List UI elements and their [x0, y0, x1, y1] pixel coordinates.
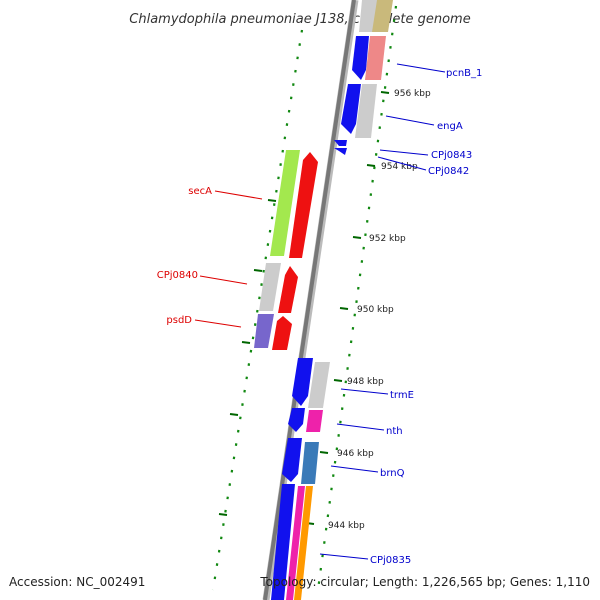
label-CPj0843[interactable]: CPj0843	[431, 150, 472, 161]
label-secA[interactable]: secA	[188, 186, 212, 197]
leader-psdD	[194, 319, 242, 328]
gene-CPj0835-magenta[interactable]	[286, 486, 305, 600]
leader-CPj0835	[319, 553, 369, 560]
kbp-tick-left-2	[253, 269, 263, 272]
gene-brnQ[interactable]	[282, 438, 302, 482]
leader-CPj0843	[379, 149, 429, 156]
leader-engA	[385, 115, 435, 126]
kbp-tick-948	[333, 379, 343, 382]
kbp-label-956: 956 kbp	[394, 89, 431, 99]
gene-nth[interactable]	[288, 408, 305, 432]
leader-CPj0840	[199, 275, 248, 285]
kbp-tick-left-1	[267, 199, 277, 202]
gene-CPj0835-orange[interactable]	[294, 486, 313, 600]
forward-genes-lower	[271, 358, 313, 600]
leader-CPj0842	[377, 156, 427, 171]
leader-nth	[336, 423, 385, 431]
kbp-tick-956	[380, 91, 390, 94]
gene-engA[interactable]	[341, 84, 361, 134]
gene-engA-companion[interactable]	[355, 84, 377, 138]
gene-CPj0840[interactable]	[278, 266, 298, 313]
gene-secA-track[interactable]	[270, 150, 300, 256]
label-nth[interactable]: nth	[386, 426, 403, 437]
upper-side-tracks	[355, 0, 393, 138]
leader-brnQ	[330, 465, 379, 473]
gene-brnQ-companion[interactable]	[301, 442, 319, 484]
gene-trmE-companion[interactable]	[308, 362, 330, 408]
lower-side-tracks	[286, 362, 330, 600]
gene-labels: pcnB_1 engA CPj0843 CPj0842 secA CPj0840…	[157, 68, 483, 566]
kbp-label-952: 952 kbp	[369, 234, 406, 244]
gene-psdD[interactable]	[272, 316, 292, 350]
kbp-labels: 956 kbp 954 kbp 952 kbp 950 kbp 948 kbp …	[328, 89, 431, 531]
leader-trmE	[340, 388, 389, 395]
gene-psdD-track[interactable]	[254, 314, 274, 348]
label-engA[interactable]: engA	[437, 121, 463, 132]
kbp-tick-950	[339, 307, 349, 310]
gene-CPj0835[interactable]	[271, 484, 295, 600]
kbp-label-954: 954 kbp	[381, 162, 418, 172]
label-CPj0842[interactable]: CPj0842	[428, 166, 469, 177]
gene-CPj0843[interactable]	[334, 140, 347, 146]
leader-secA	[214, 190, 263, 200]
leader-pcnB_1	[396, 63, 446, 73]
gene-trmE[interactable]	[292, 358, 313, 406]
label-psdD[interactable]: psdD	[166, 315, 192, 326]
gene-CPj0840-track[interactable]	[259, 263, 281, 311]
gene-CPj0842[interactable]	[334, 148, 347, 155]
kbp-label-950: 950 kbp	[357, 305, 394, 315]
kbp-tick-left-5	[218, 513, 228, 516]
kbp-tick-952	[352, 236, 362, 239]
topology-text: Topology: circular; Length: 1,226,565 bp…	[259, 575, 590, 589]
gene-pcnB_1[interactable]	[352, 36, 369, 80]
label-CPj0840[interactable]: CPj0840	[157, 270, 198, 281]
kbp-label-944: 944 kbp	[328, 521, 365, 531]
label-trmE[interactable]: trmE	[390, 390, 414, 401]
kbp-label-946: 946 kbp	[337, 449, 374, 459]
kbp-tick-946	[319, 451, 329, 454]
gene-top-khaki[interactable]	[372, 0, 393, 32]
label-brnQ[interactable]: brnQ	[380, 468, 405, 479]
gene-pcnB-companion[interactable]	[365, 36, 386, 80]
label-pcnB_1[interactable]: pcnB_1	[446, 68, 482, 79]
kbp-tick-954	[366, 164, 376, 167]
left-guide-line	[211, 29, 304, 591]
backbone-line	[263, 0, 356, 600]
accession-text: Accession: NC_002491	[9, 575, 145, 589]
gene-nth-companion[interactable]	[306, 410, 323, 432]
kbp-tick-left-3	[241, 341, 251, 344]
kbp-label-948: 948 kbp	[347, 377, 384, 387]
label-CPj0835[interactable]: CPj0835	[370, 555, 411, 566]
map-title: Chlamydophila pneumoniae J138, complete …	[129, 12, 470, 27]
gene-secA[interactable]	[289, 152, 318, 258]
kbp-tick-left-4	[229, 413, 239, 416]
scale-guides	[211, 5, 398, 591]
reverse-genes-middle	[254, 150, 318, 350]
kbp-ticks	[218, 91, 390, 525]
label-leaders	[194, 63, 446, 560]
